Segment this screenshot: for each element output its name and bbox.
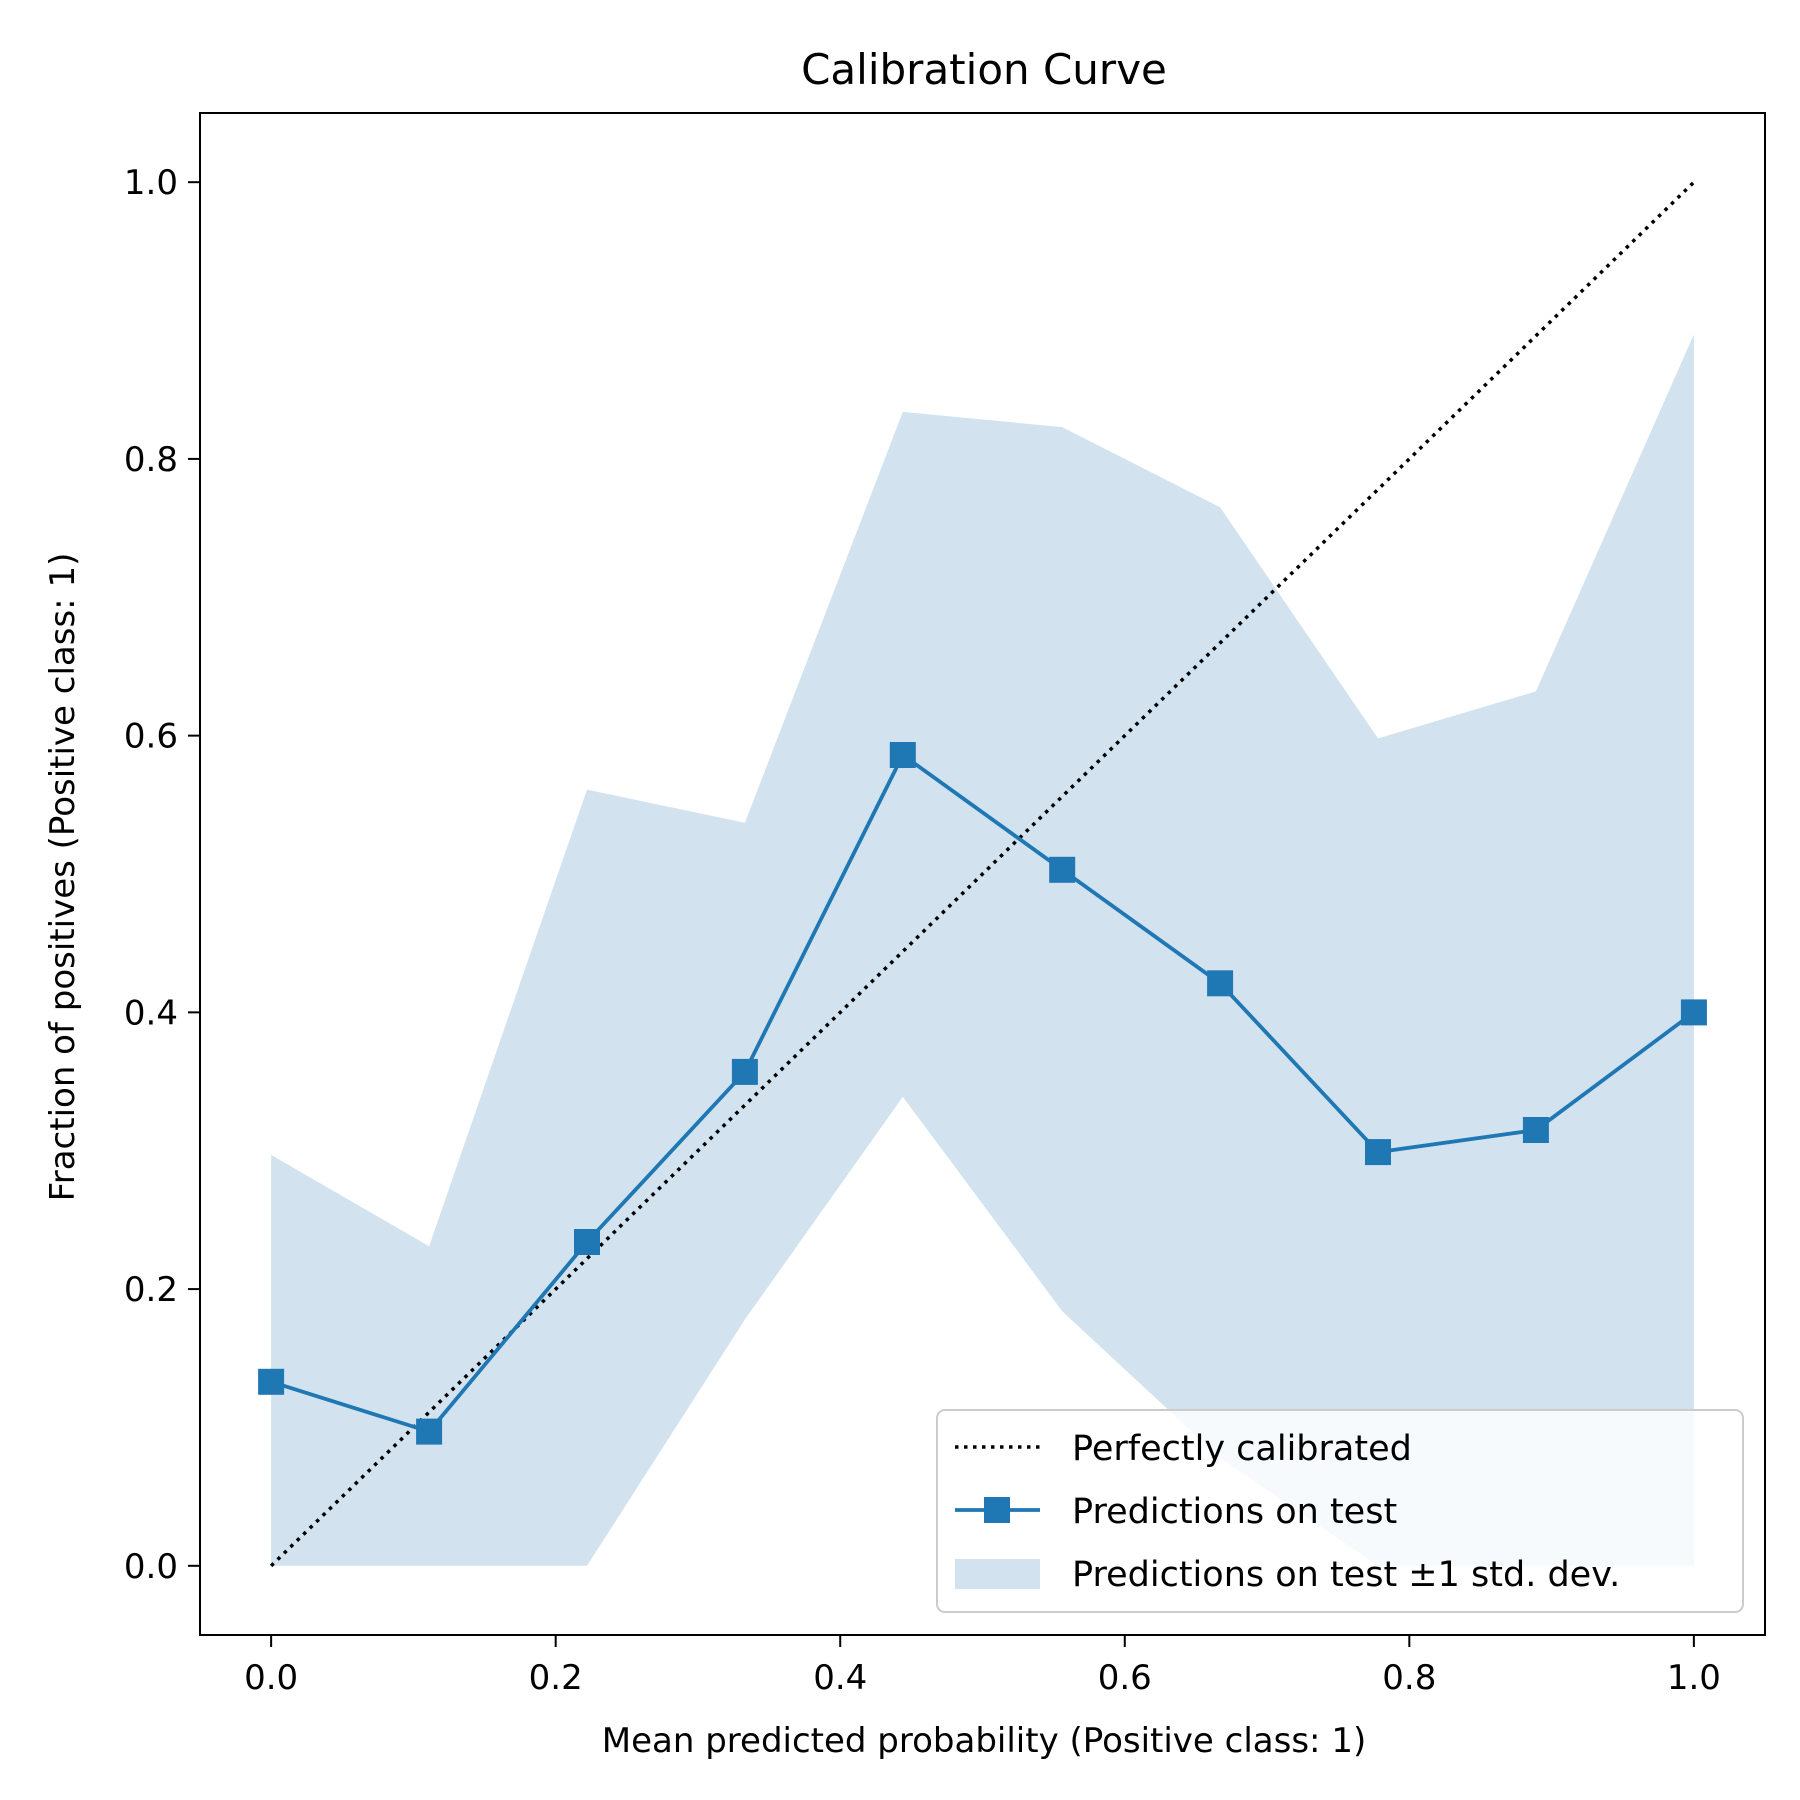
x-axis-label: Mean predicted probability (Positive cla…	[602, 1721, 1366, 1761]
x-tick-label: 0.8	[1382, 1658, 1436, 1698]
prediction-marker	[1207, 970, 1233, 996]
x-tick-label: 0.0	[244, 1658, 298, 1698]
x-tick-label: 0.2	[529, 1658, 583, 1698]
prediction-marker	[1049, 857, 1075, 883]
legend-label-perfectly-calibrated: Perfectly calibrated	[1072, 1429, 1412, 1469]
y-tick-label: 0.8	[124, 440, 178, 480]
prediction-marker	[416, 1419, 442, 1445]
prediction-marker	[890, 742, 916, 768]
legend-band-swatch	[955, 1559, 1040, 1589]
x-tick-label: 1.0	[1667, 1658, 1721, 1698]
legend-label-band: Predictions on test ±1 std. dev.	[1072, 1555, 1620, 1595]
x-tick-label: 0.4	[813, 1658, 867, 1698]
prediction-marker	[1365, 1139, 1391, 1165]
y-tick-label: 1.0	[124, 163, 178, 203]
prediction-marker	[732, 1059, 758, 1085]
chart-title: Calibration Curve	[801, 45, 1167, 94]
x-tick-label: 0.6	[1098, 1658, 1152, 1698]
prediction-marker	[258, 1369, 284, 1395]
prediction-marker	[1523, 1117, 1549, 1143]
prediction-marker	[1681, 999, 1707, 1025]
legend-square-marker	[984, 1497, 1010, 1523]
y-tick-label: 0.4	[124, 993, 178, 1033]
legend: Perfectly calibrated Predictions on test…	[937, 1410, 1743, 1612]
y-tick-label: 0.6	[124, 717, 178, 757]
y-tick-label: 0.2	[124, 1270, 178, 1310]
legend-label-predictions: Predictions on test	[1072, 1492, 1397, 1532]
y-axis-label: Fraction of positives (Positive class: 1…	[43, 553, 83, 1202]
y-tick-label: 0.0	[124, 1547, 178, 1587]
prediction-marker	[574, 1229, 600, 1255]
